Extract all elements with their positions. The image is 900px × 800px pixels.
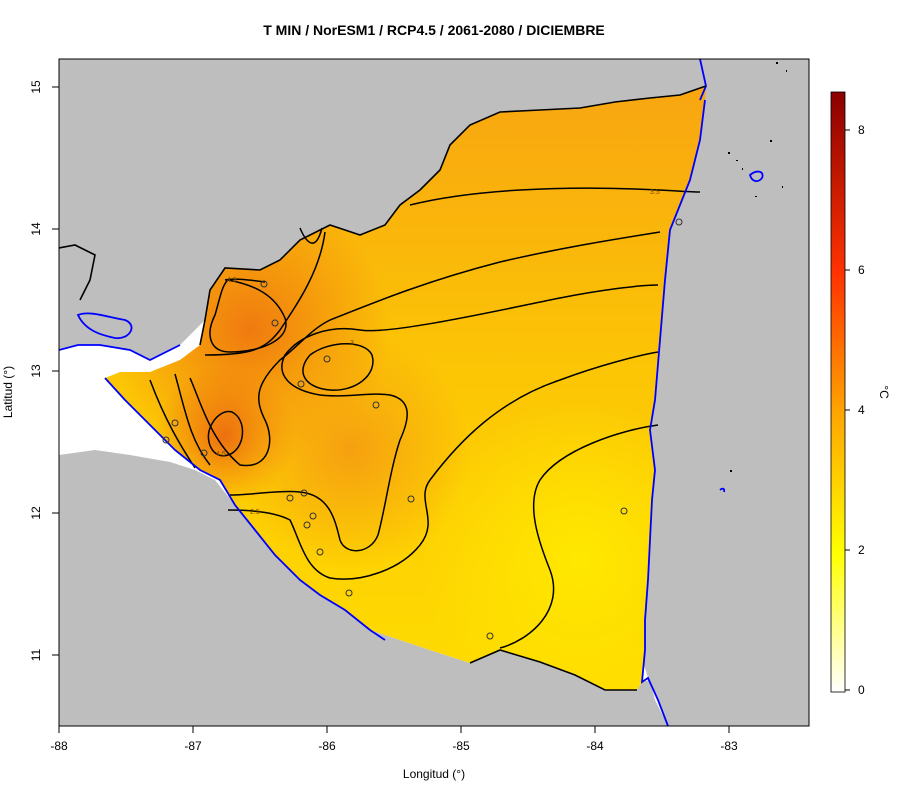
neighbor-land-south xyxy=(59,450,668,726)
station-marker xyxy=(271,319,279,327)
station-marker xyxy=(286,494,294,502)
station-marker xyxy=(316,548,324,556)
station-marker xyxy=(620,507,628,515)
station-marker xyxy=(372,401,380,409)
y-tick-label: 12 xyxy=(29,506,43,520)
station-marker xyxy=(260,280,268,288)
neighbor-land-east xyxy=(641,59,809,726)
colorbar-tick-label: 8 xyxy=(858,123,865,137)
x-tick-label: -83 xyxy=(720,739,738,753)
x-tick-label: -88 xyxy=(50,739,68,753)
temperature-field xyxy=(105,86,706,690)
station-marker xyxy=(200,449,208,457)
country-borders xyxy=(59,85,707,691)
station-marker xyxy=(303,521,311,529)
y-axis xyxy=(52,86,59,656)
station-marker xyxy=(300,489,308,497)
colorbar-tick-label: 0 xyxy=(858,683,865,697)
y-tick-label: 11 xyxy=(29,648,43,661)
x-tick-label: -86 xyxy=(318,739,336,753)
colorbar-tick-label: 2 xyxy=(858,543,865,557)
x-axis-title: Longitud (°) xyxy=(403,767,465,781)
contour-label-1: 4.5 xyxy=(227,277,237,284)
station-marker xyxy=(162,436,170,444)
y-axis-title: Latitud (°) xyxy=(1,366,15,418)
station-marker xyxy=(407,495,415,503)
station-marker xyxy=(675,218,683,226)
y-tick-label: 13 xyxy=(29,364,43,378)
contour-label-3: 3 xyxy=(350,340,354,347)
x-tick-label: -85 xyxy=(452,739,470,753)
station-marker xyxy=(323,355,331,363)
x-tick-label: -84 xyxy=(586,739,604,753)
station-marker xyxy=(309,512,317,520)
colorbar xyxy=(830,91,846,693)
plot-frame xyxy=(58,58,810,727)
station-marker xyxy=(486,632,494,640)
contour-label-2: 3.5 xyxy=(650,189,660,196)
y-tick-label: 14 xyxy=(29,222,43,236)
colorbar-ticks xyxy=(845,129,850,691)
station-marker xyxy=(171,419,179,427)
map-title: T MIN / NorESM1 / RCP4.5 / 2061-2080 / D… xyxy=(263,22,605,38)
station-marker xyxy=(297,380,305,388)
x-axis xyxy=(58,726,730,733)
coastlines xyxy=(59,59,764,726)
contour-label-4: 4.5 xyxy=(216,451,226,458)
station-markers xyxy=(162,218,683,640)
station-marker xyxy=(345,589,353,597)
colorbar-tick-label: 6 xyxy=(858,263,865,277)
neighbor-land-north xyxy=(59,59,706,360)
colorbar-unit: °C xyxy=(877,385,891,399)
colorbar-tick-label: 4 xyxy=(858,403,865,417)
offshore-islands xyxy=(728,62,787,472)
y-tick-label: 15 xyxy=(29,80,43,94)
x-tick-label: -87 xyxy=(184,739,202,753)
contour-label-5: 2.5 xyxy=(250,509,260,516)
